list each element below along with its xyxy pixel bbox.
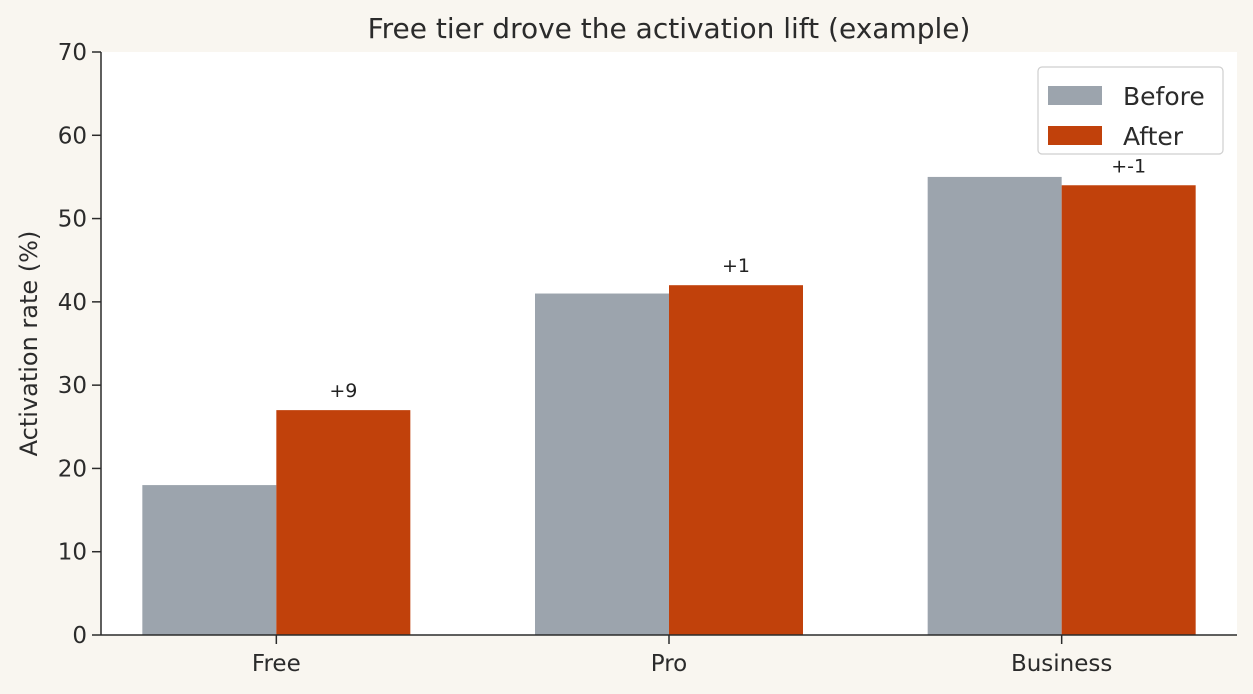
x-tick-label-business: Business xyxy=(1011,651,1112,677)
bar-after-pro xyxy=(669,285,803,635)
y-axis-ticks: 0 10 20 30 40 50 60 70 xyxy=(58,40,101,649)
legend: Before After xyxy=(1037,66,1224,155)
legend-label-after: After xyxy=(1123,122,1184,151)
legend-swatch-before xyxy=(1048,86,1102,105)
bar-before-business xyxy=(927,176,1062,635)
y-axis-label: Activation rate (%) xyxy=(15,231,43,457)
legend-swatch-after xyxy=(1048,126,1102,145)
y-tick-label: 60 xyxy=(58,123,87,149)
x-tick-label-pro: Pro xyxy=(651,651,688,677)
y-tick-label: 70 xyxy=(58,40,87,66)
y-tick-label: 20 xyxy=(58,456,87,482)
y-tick-label: 10 xyxy=(58,540,87,566)
x-tick-label-free: Free xyxy=(252,651,301,677)
bar-labels-group: +9 +1 +-1 xyxy=(329,155,1146,402)
bar-before-pro xyxy=(535,293,669,635)
bar-before-free xyxy=(142,485,277,635)
bar-label-business: +-1 xyxy=(1111,155,1146,177)
bar-label-free: +9 xyxy=(329,380,357,402)
x-axis-ticks: Free Pro Business xyxy=(252,635,1112,677)
bar-label-pro: +1 xyxy=(722,255,750,277)
y-tick-label: 30 xyxy=(58,373,87,399)
y-tick-label: 40 xyxy=(58,290,87,316)
y-tick-label: 0 xyxy=(72,623,87,649)
chart-title: Free tier drove the activation lift (exa… xyxy=(368,12,971,45)
bars-group xyxy=(142,176,1196,635)
y-tick-label: 50 xyxy=(58,207,87,233)
bar-after-business xyxy=(1061,185,1196,635)
bar-after-free xyxy=(276,410,411,635)
legend-label-before: Before xyxy=(1123,82,1205,111)
